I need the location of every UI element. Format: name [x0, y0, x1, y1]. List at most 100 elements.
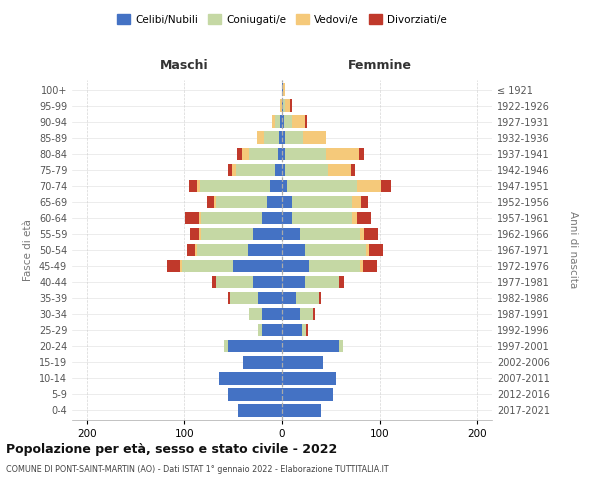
Bar	[292, 116, 305, 128]
Bar	[364, 228, 378, 240]
Bar	[212, 276, 282, 288]
Bar	[207, 196, 282, 208]
Bar	[282, 180, 287, 192]
Bar	[285, 132, 302, 144]
Bar	[305, 116, 307, 128]
Bar	[299, 308, 313, 320]
Bar	[326, 148, 359, 160]
Bar	[282, 324, 302, 336]
Bar	[257, 132, 282, 144]
Bar	[215, 276, 282, 288]
Y-axis label: Anni di nascita: Anni di nascita	[568, 212, 578, 288]
Bar	[296, 292, 319, 304]
Bar	[218, 372, 282, 384]
Bar	[228, 292, 282, 304]
Bar	[305, 276, 338, 288]
Bar	[282, 116, 284, 128]
Y-axis label: Fasce di età: Fasce di età	[23, 219, 33, 281]
Bar	[287, 180, 357, 192]
Bar	[167, 260, 282, 272]
Bar	[285, 100, 290, 112]
Bar	[228, 388, 282, 400]
Bar	[284, 116, 292, 128]
Bar	[282, 132, 285, 144]
Bar	[282, 148, 285, 160]
Bar	[310, 260, 360, 272]
Bar	[224, 340, 282, 352]
Bar	[243, 356, 282, 368]
Bar	[290, 100, 292, 112]
Bar	[197, 244, 282, 256]
Text: Popolazione per età, sesso e stato civile - 2022: Popolazione per età, sesso e stato civil…	[6, 442, 337, 456]
Bar	[201, 212, 282, 224]
Bar	[282, 404, 321, 416]
Bar	[305, 244, 366, 256]
Bar	[282, 388, 333, 400]
Bar	[182, 260, 282, 272]
Bar	[282, 260, 310, 272]
Bar	[243, 356, 282, 368]
Bar	[218, 372, 282, 384]
Bar	[228, 388, 282, 400]
Bar	[224, 340, 282, 352]
Bar	[228, 340, 282, 352]
Bar	[338, 276, 344, 288]
Bar	[282, 196, 292, 208]
Bar	[282, 276, 305, 288]
Bar	[282, 212, 292, 224]
Bar	[230, 292, 282, 304]
Bar	[282, 228, 299, 240]
Bar	[253, 276, 282, 288]
Bar	[238, 404, 282, 416]
Bar	[257, 132, 282, 144]
Bar	[218, 372, 282, 384]
Bar	[199, 228, 282, 240]
Bar	[363, 260, 377, 272]
Bar	[282, 372, 336, 384]
Bar	[302, 132, 326, 144]
Bar	[282, 340, 338, 352]
Bar	[283, 100, 285, 112]
Bar	[232, 164, 282, 176]
Bar	[357, 212, 371, 224]
Bar	[338, 340, 343, 352]
Bar	[282, 244, 305, 256]
Bar	[352, 164, 355, 176]
Bar	[257, 292, 282, 304]
Bar	[280, 100, 282, 112]
Bar	[282, 292, 296, 304]
Bar	[228, 388, 282, 400]
Bar	[361, 196, 368, 208]
Bar	[249, 308, 282, 320]
Bar	[190, 228, 282, 240]
Bar	[357, 180, 380, 192]
Bar	[360, 260, 363, 272]
Bar	[181, 260, 282, 272]
Bar	[187, 244, 282, 256]
Bar	[282, 356, 323, 368]
Text: Femmine: Femmine	[347, 59, 412, 72]
Bar	[228, 388, 282, 400]
Bar	[238, 404, 282, 416]
Bar	[292, 196, 352, 208]
Bar	[380, 180, 391, 192]
Bar	[230, 292, 282, 304]
Bar	[257, 324, 282, 336]
Bar	[282, 308, 299, 320]
Bar	[292, 212, 352, 224]
Bar	[249, 308, 282, 320]
Bar	[352, 212, 357, 224]
Bar	[328, 164, 352, 176]
Bar	[352, 196, 361, 208]
Bar	[224, 340, 282, 352]
Bar	[262, 324, 282, 336]
Bar	[242, 148, 282, 160]
Bar	[238, 404, 282, 416]
Bar	[270, 180, 282, 192]
Bar	[268, 196, 282, 208]
Bar	[195, 244, 282, 256]
Bar	[248, 244, 282, 256]
Bar	[302, 324, 307, 336]
Bar	[228, 164, 282, 176]
Bar	[299, 228, 360, 240]
